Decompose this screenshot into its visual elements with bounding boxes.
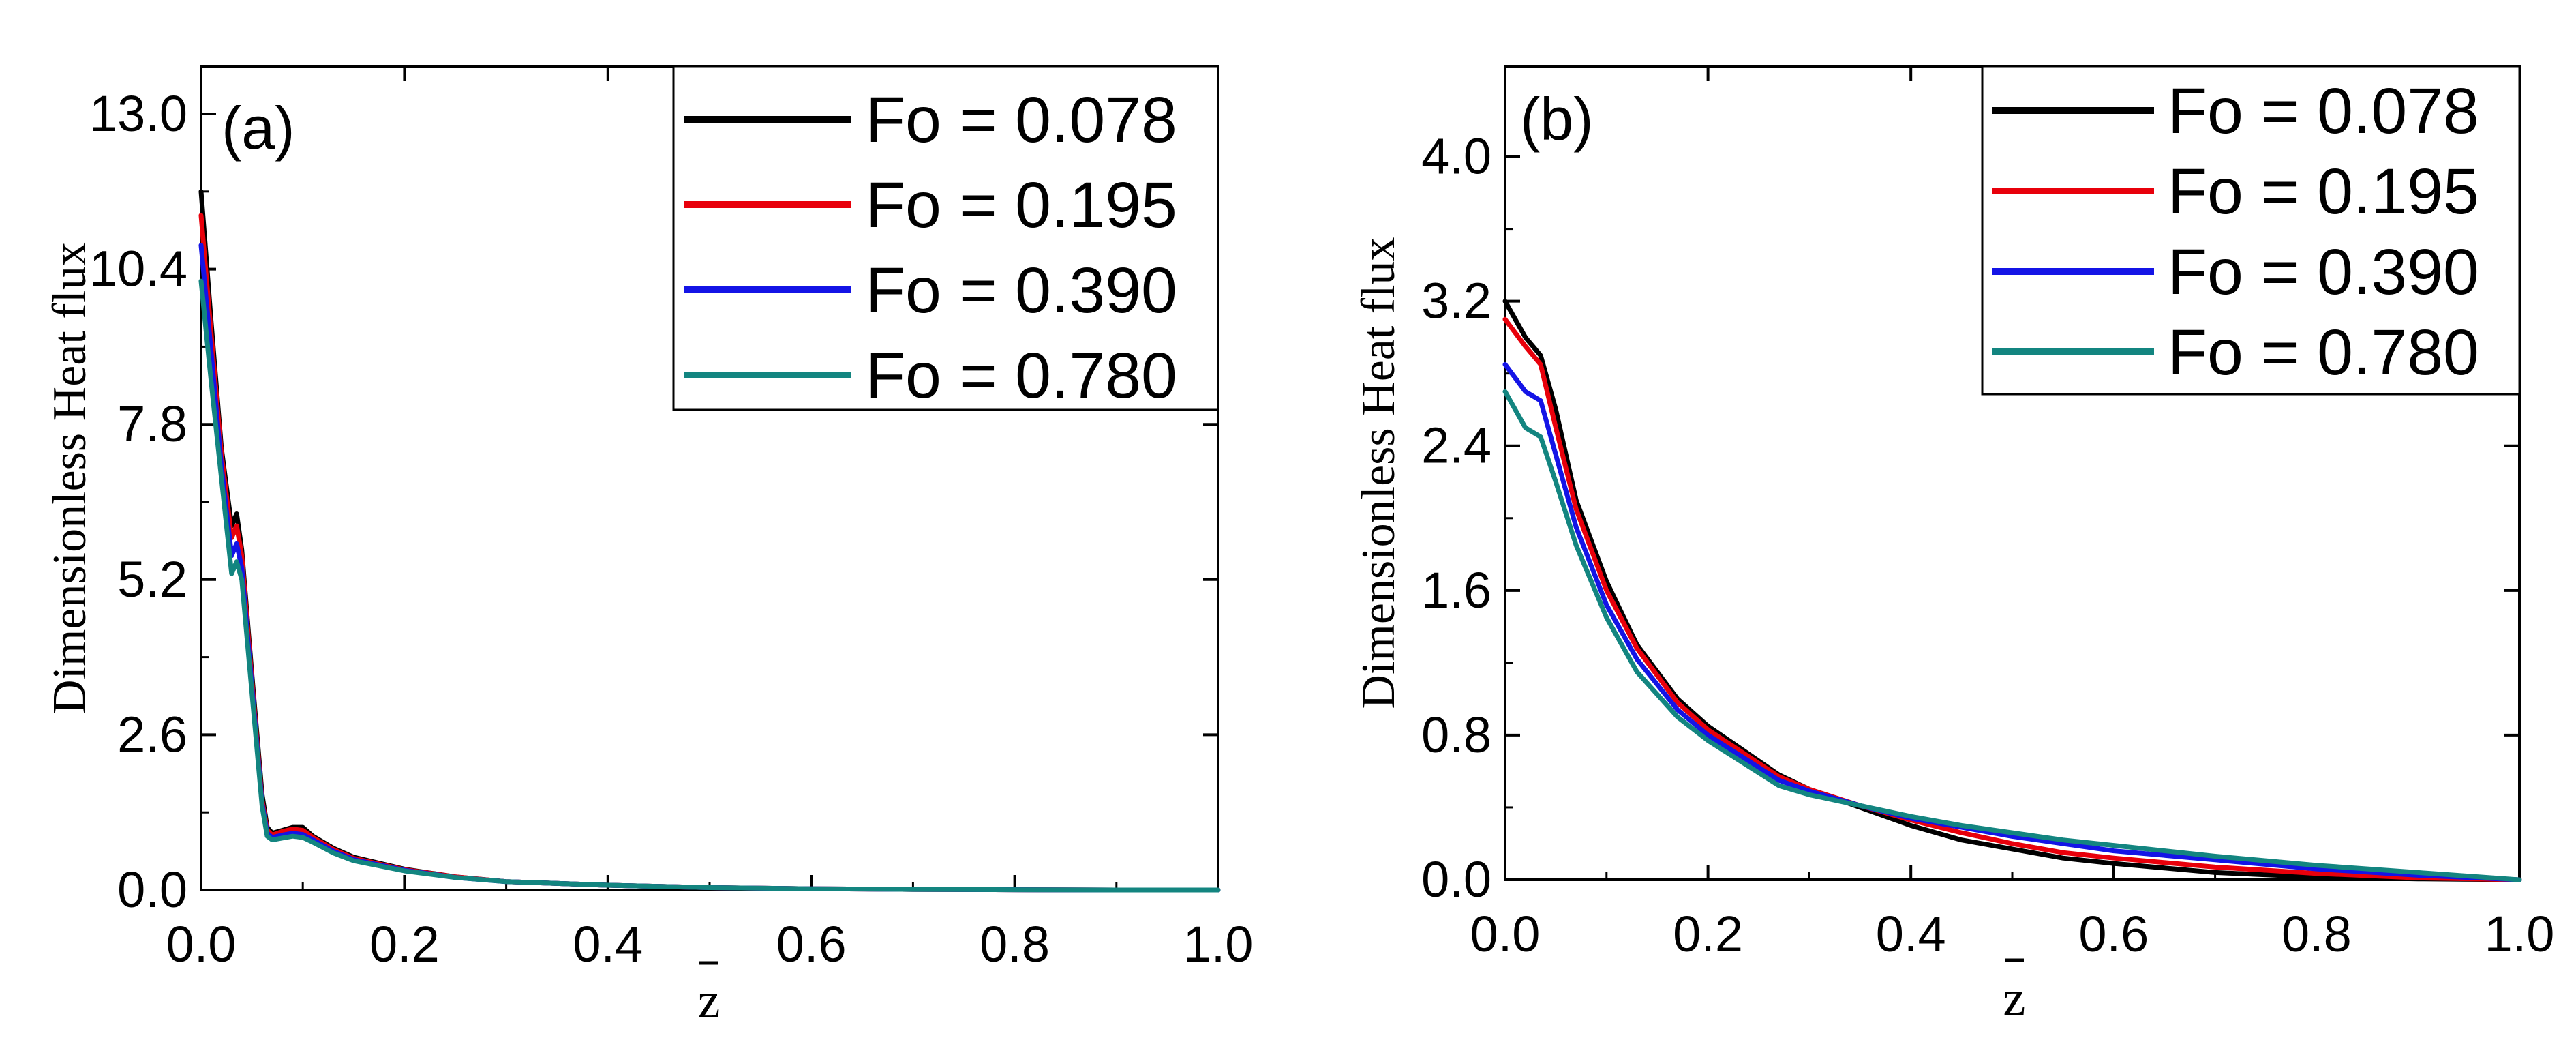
panel-a-legend-label-3: Fo = 0.390 (866, 254, 1177, 327)
panel-b-x-tick-label: 1.0 (2485, 906, 2555, 962)
panel-a-legend-label-2: Fo = 0.195 (866, 169, 1177, 241)
panel-a-legend-label-1: Fo = 0.078 (866, 84, 1177, 156)
panel-b-y-tick-label: 4.0 (1421, 128, 1491, 185)
panel-a-y-tick-label: 0.0 (117, 861, 187, 918)
panel-a-x-tick-label: 0.4 (573, 916, 643, 972)
panel-a-y-tick-label: 10.4 (89, 241, 187, 297)
panel-a-y-axis-label: Dimensionless Heat flux (44, 242, 96, 714)
panel-b-x-tick-label: 0.6 (2078, 906, 2149, 962)
panel-b-x-axis-label: z (2003, 970, 2026, 1026)
panel-b-x-tick-label: 0.4 (1876, 906, 1946, 962)
panel-a-legend-box (672, 65, 1219, 411)
panel-a-y-tick-label: 5.2 (117, 551, 187, 608)
panel-b-group: 0.0 0.2 0.4 0.6 0.8 1.0 0.0 0.8 1.6 2.4 3.2 4.0 Fo =… (1352, 65, 2555, 1026)
panel-b-y-tick-label: 2.4 (1421, 417, 1491, 474)
panel-a-y-tick-label: 13.0 (89, 85, 187, 142)
panel-a-group: 0.0 0.2 0.4 0.6 0.8 1.0 0.0 2.6 5.2 7.8 10.4 13.0 Fo… (44, 65, 1254, 1029)
panel-b-y-tick-label: 1.6 (1421, 562, 1491, 619)
panel-a-x-tick-label: 0.0 (166, 916, 237, 972)
panel-a-y-tick-label: 2.6 (117, 706, 187, 762)
panel-a-label: (a) (222, 94, 295, 162)
panel-b-y-tick-label: 0.0 (1421, 851, 1491, 908)
panel-a-x-tick-label: 0.6 (776, 916, 847, 972)
panel-b-legend-label-3: Fo = 0.390 (2168, 236, 2479, 308)
panel-a-x-tick-label: 1.0 (1183, 916, 1254, 972)
panel-b-x-tick-label: 0.0 (1470, 906, 1541, 962)
panel-b-legend-label-1: Fo = 0.078 (2168, 75, 2479, 147)
panel-b-series-line-4 (1502, 389, 2522, 882)
panel-b-y-tick-label: 0.8 (1421, 707, 1491, 763)
panel-b-legend-box (1981, 65, 2521, 396)
panel-a-x-axis-label: z (698, 973, 721, 1029)
panel-a-legend-label-4: Fo = 0.780 (866, 340, 1177, 412)
panel-b-legend-label-4: Fo = 0.780 (2168, 316, 2479, 389)
panel-b-x-tick-label: 0.8 (2282, 906, 2352, 962)
panel-a-y-tick-label: 7.8 (117, 396, 187, 452)
panel-b-x-tick-label: 0.2 (1673, 906, 1743, 962)
panel-b-legend-label-2: Fo = 0.195 (2168, 155, 2479, 228)
panel-a-x-tick-label: 0.2 (369, 916, 440, 972)
panel-b-y-tick-label: 3.2 (1421, 273, 1491, 329)
panel-b-series-line-3 (1502, 361, 2522, 882)
panel-b-label: (b) (1520, 85, 1594, 153)
panel-b-y-axis-label: Dimensionless Heat flux (1352, 237, 1405, 709)
panel-a-series-line-4 (198, 278, 1221, 893)
panel-a-x-tick-label: 0.8 (980, 916, 1050, 972)
